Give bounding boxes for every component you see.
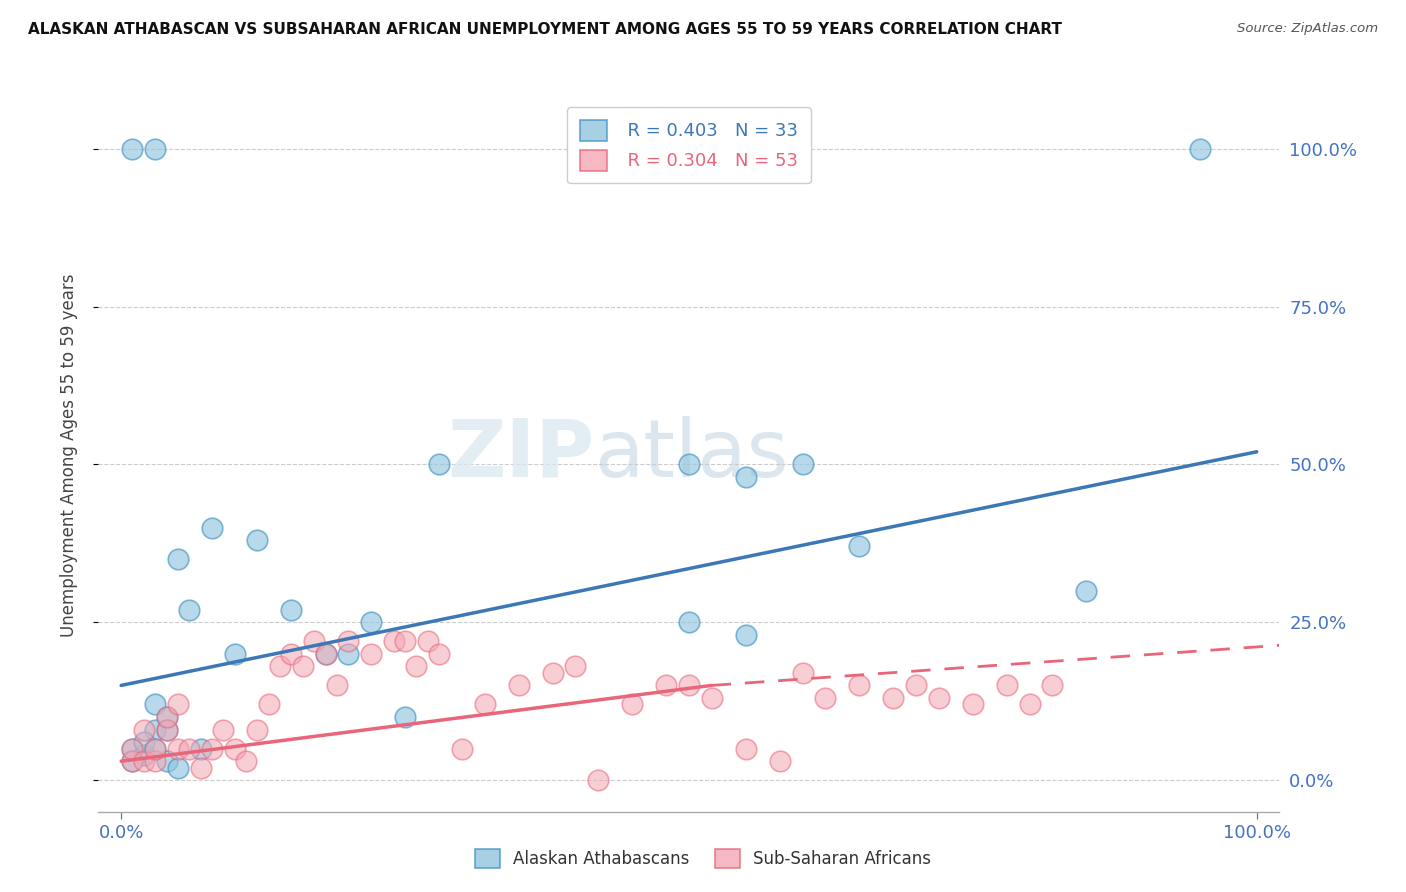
Point bbox=[280, 647, 302, 661]
Point bbox=[905, 678, 928, 692]
Point bbox=[121, 741, 143, 756]
Point bbox=[678, 458, 700, 472]
Point bbox=[132, 723, 155, 737]
Text: atlas: atlas bbox=[595, 416, 789, 494]
Point bbox=[508, 678, 530, 692]
Point bbox=[541, 665, 564, 680]
Point bbox=[678, 615, 700, 630]
Point bbox=[167, 552, 190, 566]
Point bbox=[678, 678, 700, 692]
Point bbox=[167, 760, 190, 774]
Point bbox=[280, 602, 302, 616]
Point bbox=[1040, 678, 1063, 692]
Point bbox=[143, 741, 166, 756]
Point bbox=[269, 659, 291, 673]
Point bbox=[337, 647, 360, 661]
Point bbox=[155, 723, 177, 737]
Point bbox=[792, 665, 814, 680]
Point bbox=[382, 634, 405, 648]
Point bbox=[143, 754, 166, 768]
Point bbox=[167, 741, 190, 756]
Point bbox=[121, 754, 143, 768]
Point bbox=[235, 754, 257, 768]
Point bbox=[155, 710, 177, 724]
Point bbox=[143, 698, 166, 712]
Point bbox=[143, 723, 166, 737]
Point bbox=[734, 741, 756, 756]
Y-axis label: Unemployment Among Ages 55 to 59 years: Unemployment Among Ages 55 to 59 years bbox=[59, 273, 77, 637]
Text: ZIP: ZIP bbox=[447, 416, 595, 494]
Point bbox=[769, 754, 792, 768]
Point bbox=[995, 678, 1018, 692]
Point bbox=[360, 615, 382, 630]
Point bbox=[848, 678, 870, 692]
Point bbox=[427, 458, 450, 472]
Point bbox=[155, 754, 177, 768]
Point bbox=[121, 142, 143, 156]
Point bbox=[224, 741, 246, 756]
Point bbox=[882, 691, 904, 706]
Legend:   R = 0.403   N = 33,   R = 0.304   N = 53: R = 0.403 N = 33, R = 0.304 N = 53 bbox=[567, 107, 811, 183]
Point bbox=[201, 741, 224, 756]
Point bbox=[121, 741, 143, 756]
Point bbox=[291, 659, 314, 673]
Point bbox=[326, 678, 349, 692]
Point bbox=[700, 691, 723, 706]
Point bbox=[155, 723, 177, 737]
Point bbox=[474, 698, 496, 712]
Point bbox=[190, 760, 212, 774]
Point bbox=[179, 602, 201, 616]
Point bbox=[190, 741, 212, 756]
Point bbox=[962, 698, 984, 712]
Point bbox=[224, 647, 246, 661]
Point bbox=[734, 470, 756, 484]
Point bbox=[315, 647, 337, 661]
Legend: Alaskan Athabascans, Sub-Saharan Africans: Alaskan Athabascans, Sub-Saharan African… bbox=[468, 842, 938, 875]
Point bbox=[155, 710, 177, 724]
Point bbox=[814, 691, 837, 706]
Point bbox=[394, 634, 416, 648]
Point bbox=[132, 735, 155, 749]
Point bbox=[121, 754, 143, 768]
Point bbox=[132, 747, 155, 762]
Point bbox=[394, 710, 416, 724]
Point bbox=[734, 628, 756, 642]
Point bbox=[143, 142, 166, 156]
Point bbox=[655, 678, 678, 692]
Point bbox=[257, 698, 280, 712]
Point bbox=[201, 520, 224, 534]
Point bbox=[928, 691, 950, 706]
Point bbox=[450, 741, 472, 756]
Point bbox=[246, 533, 269, 548]
Point bbox=[586, 773, 609, 788]
Point bbox=[564, 659, 586, 673]
Point bbox=[337, 634, 360, 648]
Point bbox=[212, 723, 235, 737]
Point bbox=[179, 741, 201, 756]
Point bbox=[132, 754, 155, 768]
Text: Source: ZipAtlas.com: Source: ZipAtlas.com bbox=[1237, 22, 1378, 36]
Point bbox=[792, 458, 814, 472]
Point bbox=[315, 647, 337, 661]
Text: ALASKAN ATHABASCAN VS SUBSAHARAN AFRICAN UNEMPLOYMENT AMONG AGES 55 TO 59 YEARS : ALASKAN ATHABASCAN VS SUBSAHARAN AFRICAN… bbox=[28, 22, 1062, 37]
Point bbox=[143, 741, 166, 756]
Point bbox=[1076, 583, 1098, 598]
Point bbox=[302, 634, 325, 648]
Point bbox=[416, 634, 439, 648]
Point bbox=[1188, 142, 1211, 156]
Point bbox=[167, 698, 190, 712]
Point bbox=[360, 647, 382, 661]
Point bbox=[848, 540, 870, 554]
Point bbox=[246, 723, 269, 737]
Point bbox=[621, 698, 644, 712]
Point bbox=[1018, 698, 1040, 712]
Point bbox=[427, 647, 450, 661]
Point bbox=[405, 659, 427, 673]
